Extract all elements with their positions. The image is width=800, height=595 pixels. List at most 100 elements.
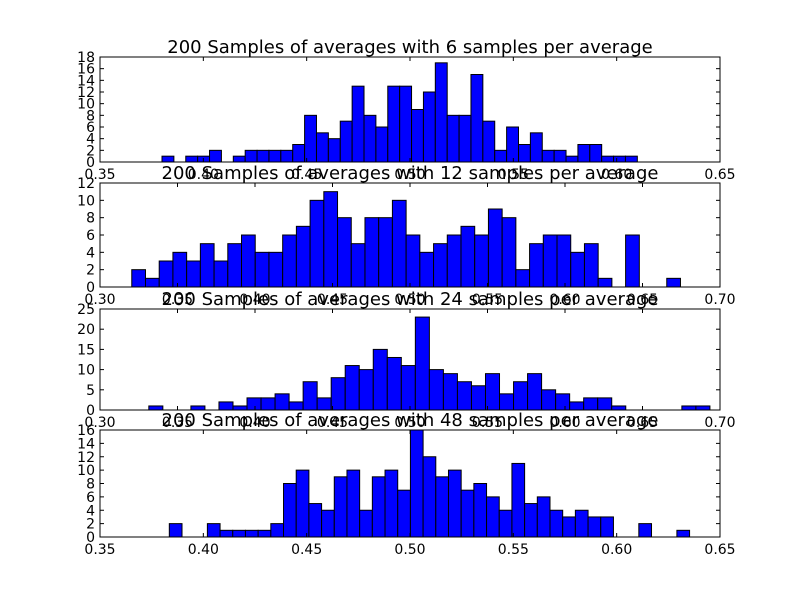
histogram-bar (256, 149, 270, 163)
histogram-bar (529, 132, 543, 163)
histogram-bar (470, 385, 486, 411)
x-tick-label: 0.40 (188, 542, 219, 558)
histogram-bar (321, 509, 335, 538)
histogram-bar (411, 109, 424, 163)
x-tick-label: 0.65 (704, 542, 735, 558)
histogram-bar (185, 155, 199, 163)
histogram-bar (414, 316, 430, 411)
bars (148, 316, 711, 411)
y-tick-label: 4 (86, 245, 95, 261)
histogram-bar (484, 373, 501, 411)
histogram-bar (676, 529, 691, 538)
x-tick-label: 0.35 (84, 167, 115, 183)
x-tick-label: 0.40 (188, 167, 219, 183)
histogram-bar (372, 348, 388, 411)
histogram-bar (625, 234, 640, 288)
bars (168, 429, 691, 538)
histogram-bar (569, 401, 585, 411)
x-tick-label: 0.60 (601, 542, 632, 558)
histogram-bar (422, 456, 437, 538)
histogram-bar (363, 114, 377, 163)
histogram-bar (244, 529, 259, 538)
x-tick-label: 0.45 (317, 292, 348, 308)
histogram-bar (695, 405, 711, 411)
histogram-bar (257, 529, 272, 538)
histogram-bar (666, 277, 681, 288)
histogram-bar (158, 260, 174, 288)
histogram-bar (562, 516, 576, 538)
histogram-bar (613, 155, 626, 163)
histogram-bar (435, 476, 449, 538)
x-tick-label: 0.65 (627, 292, 658, 308)
histogram-bar (232, 155, 246, 163)
histogram-bar (570, 251, 585, 288)
histogram-bar (246, 397, 262, 411)
y-tick-label: 15 (77, 342, 95, 358)
histogram-bar (597, 397, 613, 411)
histogram-bar (218, 401, 234, 411)
histogram-bar (308, 503, 323, 538)
histogram-bar (494, 149, 508, 163)
histogram-bar (515, 269, 531, 288)
x-tick-label: 0.60 (549, 415, 580, 431)
x-tick-label: 0.55 (472, 292, 503, 308)
histogram-bar (527, 373, 543, 411)
y-tick-label: 12 (77, 450, 95, 466)
y-tick-label: 10 (77, 363, 95, 379)
x-tick-label: 0.55 (498, 167, 529, 183)
histogram-bar (302, 381, 318, 411)
histogram-bar (391, 199, 407, 288)
histogram-bar (227, 243, 243, 288)
histogram-bar (565, 155, 579, 163)
histogram-bar (344, 365, 360, 411)
histogram-bar (553, 149, 567, 163)
histogram-bar (536, 496, 551, 538)
histogram-bar (529, 243, 544, 288)
histogram-bar (378, 217, 393, 288)
y-tick-label: 18 (77, 50, 95, 66)
y-tick-label: 16 (77, 62, 95, 78)
histogram-bar (219, 529, 234, 538)
histogram-bar (460, 489, 475, 538)
x-tick-label: 0.45 (291, 167, 322, 183)
histogram-bar (384, 469, 399, 538)
histogram-bar (487, 208, 503, 288)
histogram-bar (131, 269, 146, 288)
histogram-bar (304, 114, 317, 163)
x-tick-label: 0.45 (291, 542, 322, 558)
x-tick-label: 0.55 (498, 542, 529, 558)
histogram-bar (358, 369, 374, 411)
y-tick-label: 25 (77, 302, 95, 318)
panel-24-samples: 0.30 0.35 0.40 0.45 0.50 0.55 0.60 0.65 0.70 0 5 10… (77, 289, 735, 431)
histogram-bar (161, 155, 175, 163)
histogram-bar (375, 126, 389, 163)
histogram-bar (447, 469, 462, 538)
y-tick-label: 8 (86, 477, 95, 493)
x-tick-label: 0.55 (472, 415, 503, 431)
histogram-bar (333, 476, 348, 538)
histogram-bar (524, 503, 538, 538)
histogram-bar (577, 144, 591, 163)
histogram-bar (327, 138, 341, 163)
y-tick-label: 0 (86, 280, 95, 296)
histogram-bar (330, 377, 346, 411)
histogram-bar (474, 234, 489, 288)
y-tick-label: 20 (77, 322, 95, 338)
histogram-bar (624, 155, 638, 163)
histogram-bar (346, 469, 361, 538)
y-tick-label: 8 (86, 211, 95, 227)
histogram-bar (359, 509, 373, 538)
y-tick-label: 16 (77, 423, 95, 439)
histogram-bar (206, 523, 221, 538)
histogram-bar (323, 191, 339, 288)
y-tick-label: 12 (77, 85, 95, 101)
histogram-bar (274, 393, 290, 411)
histogram-bar (405, 234, 421, 288)
x-tick-label: 0.50 (394, 167, 425, 183)
histogram-bar (400, 365, 416, 411)
histogram-bar (172, 251, 188, 288)
y-tick-label: 0 (86, 530, 95, 546)
y-tick-label: 4 (86, 503, 95, 519)
panel-title: 200 Samples of averages with 12 samples … (162, 163, 659, 184)
